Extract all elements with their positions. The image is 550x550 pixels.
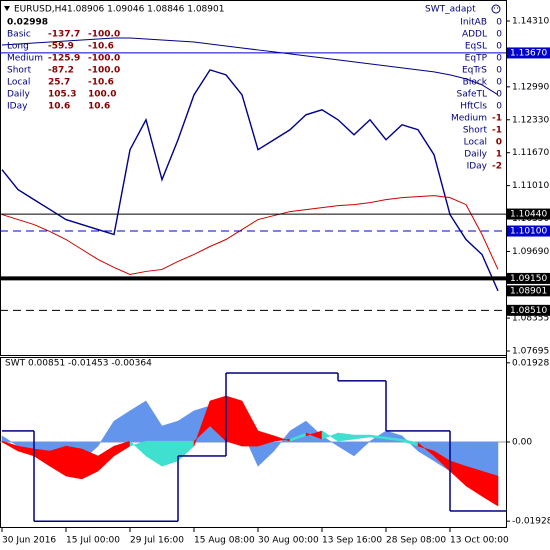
level-box — [507, 272, 550, 284]
x-tick-label: 15 Aug 08:00 — [194, 536, 255, 546]
info-label: Local — [7, 78, 30, 88]
x-tick-label: 28 Sep 08:00 — [386, 536, 446, 546]
series-line — [1, 37, 499, 96]
status-label: IDay — [467, 162, 488, 172]
info-value: -59.9 — [48, 42, 74, 52]
smiley-eye — [493, 7, 496, 9]
info-value: -100.0 — [88, 30, 120, 40]
status-label: InitAB — [460, 18, 487, 28]
status-value: 0 — [496, 90, 502, 100]
y-tick-label: 1.11670 — [512, 148, 549, 158]
y-tick-label: -0.01928 — [512, 517, 550, 527]
status-value: 0 — [496, 54, 502, 64]
panel-title: SWT_adapt — [425, 5, 476, 15]
info-value: -100.0 — [88, 66, 120, 76]
level-box — [507, 285, 550, 297]
status-value: 0 — [496, 42, 502, 52]
status-value: 0 — [496, 18, 502, 28]
x-tick-label: 13 Oct 00:00 — [450, 536, 509, 546]
status-value: 1 — [496, 150, 502, 160]
status-label: Block — [463, 78, 488, 88]
status-label: Short — [463, 126, 488, 136]
info-value: -100.0 — [88, 54, 120, 64]
status-value: -1 — [492, 126, 502, 136]
status-value: 0 — [496, 138, 502, 148]
smiley — [491, 4, 501, 14]
status-label: SafeTL — [457, 90, 487, 100]
status-label: ADDL — [462, 30, 487, 40]
x-tick-label: 30 Aug 00:00 — [258, 536, 319, 546]
status-label: Daily — [464, 150, 487, 160]
y-tick-label: 1.12330 — [512, 115, 549, 125]
y-tick-label: 1.07695 — [512, 347, 549, 357]
price-panel — [0, 0, 507, 356]
info-label: Long — [7, 42, 29, 52]
status-value: 0 — [496, 66, 502, 76]
info-value: 10.6 — [88, 102, 110, 112]
y-tick-label: 1.12990 — [512, 82, 549, 92]
info-label: Short — [7, 66, 32, 76]
info-value: 0.02998 — [7, 18, 48, 28]
band-segment — [65, 445, 83, 480]
info-label: Basic — [7, 30, 31, 40]
x-tick-label: 15 Jul 00:00 — [66, 536, 120, 546]
info-value: -10.6 — [88, 78, 114, 88]
level-label: 1.10440 — [510, 210, 547, 220]
info-value: 25.7 — [48, 78, 70, 88]
status-label: Medium — [451, 114, 487, 124]
y-tick-label: 1.14310 — [512, 17, 549, 27]
level-label: 1.10100 — [510, 227, 547, 237]
info-value: -137.7 — [48, 30, 80, 40]
y-tick-label: 1.09690 — [512, 247, 549, 257]
info-value: -87.2 — [48, 66, 74, 76]
level-box — [507, 47, 550, 59]
status-label: HftCls — [460, 102, 487, 112]
band-segment — [225, 395, 243, 447]
level-label: 1.09150 — [510, 274, 547, 284]
status-label: EqTrS — [462, 66, 487, 76]
x-tick-label: 13 Sep 16:00 — [322, 536, 382, 546]
y-tick-label: 1.11010 — [512, 181, 549, 191]
x-tick-label: 30 Jun 2016 — [2, 536, 56, 546]
status-value: -1 — [492, 114, 502, 124]
status-value: -2 — [492, 162, 502, 172]
level-label: 1.13670 — [510, 48, 547, 58]
status-label: Local — [464, 138, 487, 148]
status-value: 0 — [496, 102, 502, 112]
status-value: 0 — [496, 30, 502, 40]
status-label: EqSL — [465, 42, 487, 52]
info-value: 10.6 — [48, 102, 70, 112]
level-label: 1.08510 — [510, 306, 547, 316]
info-value: 100.0 — [88, 90, 116, 100]
level-box — [507, 225, 550, 237]
series-line — [1, 69, 499, 292]
info-label: Daily — [7, 90, 30, 100]
info-label: Medium — [7, 54, 43, 64]
y-tick-label: 0.00 — [512, 438, 532, 448]
info-value: -10.6 — [88, 42, 114, 52]
symbol: EURUSD,H4 — [14, 5, 67, 15]
level-label: 1.08901 — [510, 286, 547, 296]
level-box — [507, 208, 550, 220]
y-tick-label: 0.01928 — [512, 358, 549, 368]
menu-icon — [4, 6, 10, 11]
smiley-eye — [496, 7, 499, 9]
series-line — [1, 195, 499, 275]
indicator-title: SWT 0.00851 -0.01453 -0.00364 — [5, 359, 152, 369]
y-tick-label: 1.08355 — [512, 314, 549, 324]
info-value: -125.9 — [48, 54, 80, 64]
info-label: IDay — [7, 102, 28, 112]
marks — [0, 37, 506, 523]
ohlc: 1.08906 1.09046 1.08846 1.08901 — [67, 5, 224, 15]
level-box — [507, 304, 550, 316]
x-tick-label: 29 Jul 16:00 — [130, 536, 184, 546]
status-label: EqTP — [465, 54, 488, 64]
info-value: 105.3 — [48, 90, 76, 100]
band-segment — [481, 470, 499, 507]
status-value: 0 — [496, 78, 502, 88]
